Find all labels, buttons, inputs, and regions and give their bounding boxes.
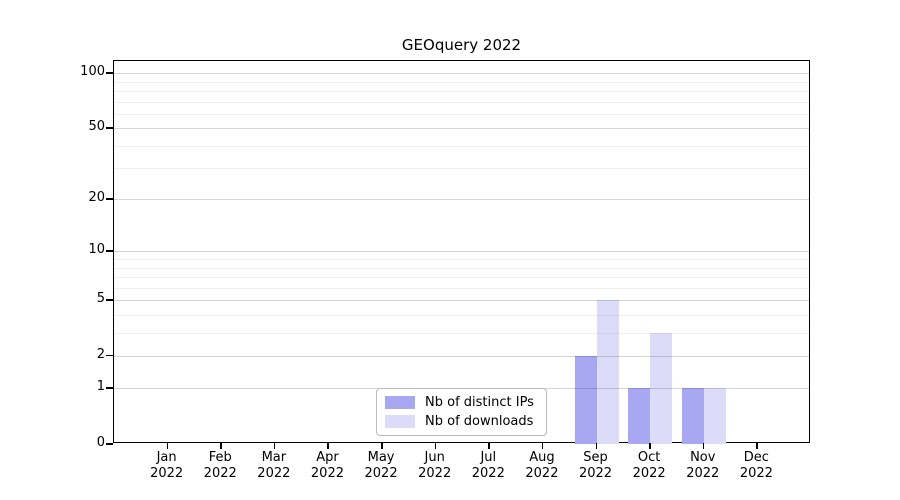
minor-gridline bbox=[114, 332, 809, 334]
y-tick-label: 2 bbox=[96, 346, 105, 362]
legend-label-downloads: Nb of downloads bbox=[425, 414, 534, 429]
major-gridline bbox=[114, 251, 809, 253]
x-tick-mark bbox=[702, 443, 705, 449]
x-tick-mark bbox=[434, 443, 437, 449]
minor-gridline bbox=[114, 267, 809, 269]
minor-gridline bbox=[114, 259, 809, 260]
y-tick-mark bbox=[106, 127, 113, 129]
legend-swatch-distinct-ips bbox=[385, 396, 415, 409]
y-tick-label: 0 bbox=[96, 435, 105, 450]
minor-gridline bbox=[114, 90, 809, 92]
y-tick-label: 5 bbox=[96, 291, 105, 307]
major-gridline bbox=[114, 300, 809, 301]
bar-downloads bbox=[703, 388, 726, 444]
y-tick-label: 50 bbox=[88, 119, 105, 135]
minor-gridline bbox=[114, 168, 809, 170]
bar-distinct-ips bbox=[628, 388, 651, 444]
x-tick-label: Aug 2022 bbox=[525, 450, 559, 481]
legend-item-distinct-ips: Nb of distinct IPs bbox=[385, 395, 534, 410]
legend-swatch-downloads bbox=[385, 415, 415, 428]
x-tick-mark bbox=[220, 443, 222, 449]
y-tick-label: 1 bbox=[96, 379, 105, 395]
major-gridline bbox=[114, 73, 809, 75]
minor-gridline bbox=[114, 276, 809, 278]
y-tick-mark bbox=[106, 198, 113, 200]
y-tick-mark bbox=[106, 387, 113, 389]
chart-title: GEOquery 2022 bbox=[401, 36, 522, 54]
x-tick-label: May 2022 bbox=[364, 450, 398, 481]
x-tick-label: Jul 2022 bbox=[471, 450, 505, 481]
y-tick-label: 100 bbox=[80, 64, 105, 80]
x-tick-mark bbox=[756, 443, 758, 449]
minor-gridline bbox=[114, 81, 809, 83]
x-tick-mark bbox=[649, 443, 651, 449]
y-tick-label: 10 bbox=[88, 242, 105, 258]
major-gridline bbox=[114, 355, 809, 357]
y-tick-mark bbox=[106, 72, 113, 74]
x-tick-label: Oct 2022 bbox=[632, 450, 666, 481]
y-tick-mark bbox=[106, 250, 113, 252]
bar-distinct-ips bbox=[574, 355, 597, 444]
x-tick-mark bbox=[166, 443, 169, 449]
x-tick-label: Feb 2022 bbox=[203, 450, 237, 481]
y-tick-mark bbox=[106, 299, 113, 301]
bar-distinct-ips bbox=[681, 388, 704, 444]
x-tick-mark bbox=[488, 443, 490, 449]
bar-downloads bbox=[596, 300, 619, 444]
y-tick-mark bbox=[106, 443, 113, 445]
legend-label-distinct-ips: Nb of distinct IPs bbox=[425, 395, 534, 410]
minor-gridline bbox=[114, 113, 809, 115]
y-tick-label: 20 bbox=[88, 190, 105, 206]
x-tick-mark bbox=[381, 443, 383, 449]
x-tick-mark bbox=[595, 443, 598, 449]
bar-downloads bbox=[650, 332, 673, 444]
major-gridline bbox=[114, 128, 809, 130]
x-tick-label: Jun 2022 bbox=[418, 450, 452, 481]
x-tick-mark bbox=[273, 443, 276, 449]
x-tick-mark bbox=[327, 443, 329, 449]
plot-area bbox=[113, 60, 810, 444]
x-tick-label: Nov 2022 bbox=[686, 450, 720, 481]
major-gridline bbox=[114, 199, 809, 201]
x-tick-label: Jan 2022 bbox=[150, 450, 184, 481]
legend: Nb of distinct IPs Nb of downloads bbox=[376, 388, 547, 436]
x-tick-label: Mar 2022 bbox=[257, 450, 291, 481]
x-tick-label: Apr 2022 bbox=[310, 450, 344, 481]
minor-gridline bbox=[114, 145, 809, 147]
y-tick-mark bbox=[106, 354, 113, 357]
minor-gridline bbox=[114, 101, 809, 103]
minor-gridline bbox=[114, 287, 809, 289]
minor-gridline bbox=[114, 314, 809, 316]
x-tick-label: Dec 2022 bbox=[739, 450, 773, 481]
legend-item-downloads: Nb of downloads bbox=[385, 414, 534, 429]
x-tick-mark bbox=[541, 443, 544, 449]
x-tick-label: Sep 2022 bbox=[578, 450, 613, 481]
